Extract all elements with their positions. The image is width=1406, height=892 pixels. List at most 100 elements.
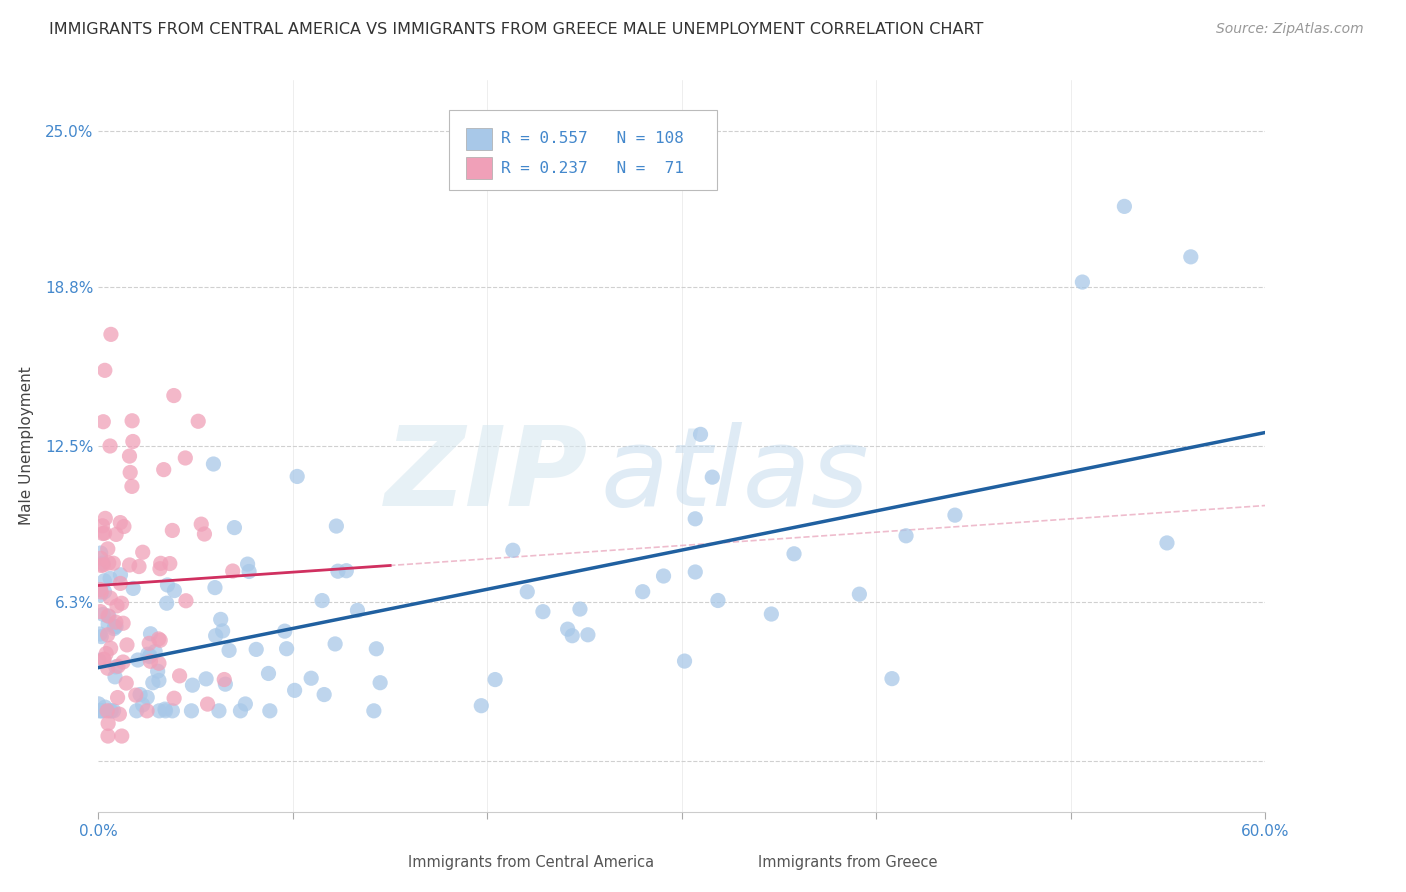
Point xyxy=(218,643,240,657)
Point xyxy=(259,704,281,718)
Point xyxy=(229,704,252,718)
Point xyxy=(163,691,186,706)
Point xyxy=(502,543,524,558)
Point xyxy=(136,647,159,661)
Point xyxy=(531,605,554,619)
Point xyxy=(131,698,153,712)
Point xyxy=(208,704,231,718)
Point xyxy=(148,704,170,718)
Point xyxy=(90,588,112,602)
Text: Source: ZipAtlas.com: Source: ZipAtlas.com xyxy=(1216,22,1364,37)
Text: Immigrants from Central America: Immigrants from Central America xyxy=(408,855,654,871)
Point xyxy=(209,612,232,626)
Point xyxy=(363,704,385,718)
Point xyxy=(93,652,115,666)
Point xyxy=(89,605,111,619)
Point xyxy=(245,642,267,657)
Point xyxy=(120,466,142,480)
Point xyxy=(93,652,115,666)
Point xyxy=(115,638,138,652)
Point xyxy=(91,607,114,622)
Point xyxy=(335,564,357,578)
Point xyxy=(87,697,110,711)
Point xyxy=(121,479,143,493)
FancyBboxPatch shape xyxy=(449,110,717,190)
Point xyxy=(235,697,257,711)
Point xyxy=(673,654,696,668)
Point xyxy=(110,596,132,610)
Point xyxy=(238,565,260,579)
Point xyxy=(159,557,181,571)
Point xyxy=(848,587,870,601)
Point xyxy=(156,578,179,592)
Point xyxy=(100,704,122,718)
Point xyxy=(93,526,115,541)
Point xyxy=(366,641,388,656)
Point xyxy=(707,593,730,607)
Point xyxy=(97,716,120,731)
Point xyxy=(136,704,159,718)
Point xyxy=(97,617,120,632)
Point xyxy=(214,677,236,691)
Point xyxy=(98,704,121,718)
Point xyxy=(169,669,191,683)
Point xyxy=(149,562,172,576)
Point xyxy=(761,607,783,621)
Point xyxy=(136,690,159,705)
Point xyxy=(236,557,259,571)
Point xyxy=(148,673,170,688)
Point xyxy=(139,648,162,663)
Point xyxy=(89,704,111,718)
Point xyxy=(484,673,506,687)
Point xyxy=(193,527,215,541)
Bar xyxy=(465,157,492,179)
Point xyxy=(97,609,120,624)
Point xyxy=(108,707,131,722)
Point xyxy=(129,688,152,702)
Point xyxy=(98,591,121,605)
Point xyxy=(118,558,141,572)
Point xyxy=(90,704,112,718)
Point xyxy=(181,678,204,692)
Point xyxy=(90,551,112,566)
Point xyxy=(112,519,135,533)
Point xyxy=(1071,275,1094,289)
Point xyxy=(149,633,172,648)
Point xyxy=(110,516,132,530)
Point xyxy=(568,602,591,616)
Point xyxy=(702,470,724,484)
Point xyxy=(276,641,298,656)
Point xyxy=(96,647,118,661)
Point xyxy=(91,415,114,429)
Point xyxy=(943,508,966,523)
Point xyxy=(103,556,125,570)
Point xyxy=(121,414,143,428)
Point xyxy=(149,557,172,571)
Point xyxy=(97,628,120,642)
Point xyxy=(104,615,127,630)
Point xyxy=(683,512,706,526)
Bar xyxy=(734,855,754,872)
Point xyxy=(100,327,122,342)
Point xyxy=(105,527,128,541)
Point xyxy=(894,529,917,543)
Point xyxy=(89,582,111,597)
Point xyxy=(326,564,349,578)
Point xyxy=(1156,536,1178,550)
Point xyxy=(631,584,654,599)
Point xyxy=(163,583,186,598)
Text: ZIP: ZIP xyxy=(385,422,589,529)
Point xyxy=(143,644,166,658)
Point xyxy=(212,673,235,687)
Text: atlas: atlas xyxy=(600,422,869,529)
Point xyxy=(104,670,127,684)
Point xyxy=(195,672,218,686)
Point xyxy=(211,624,233,638)
Point xyxy=(142,675,165,690)
Point xyxy=(118,449,141,463)
Point xyxy=(91,704,114,718)
Point xyxy=(138,636,160,650)
Point xyxy=(97,541,120,556)
Point xyxy=(97,556,120,570)
Point xyxy=(90,585,112,599)
